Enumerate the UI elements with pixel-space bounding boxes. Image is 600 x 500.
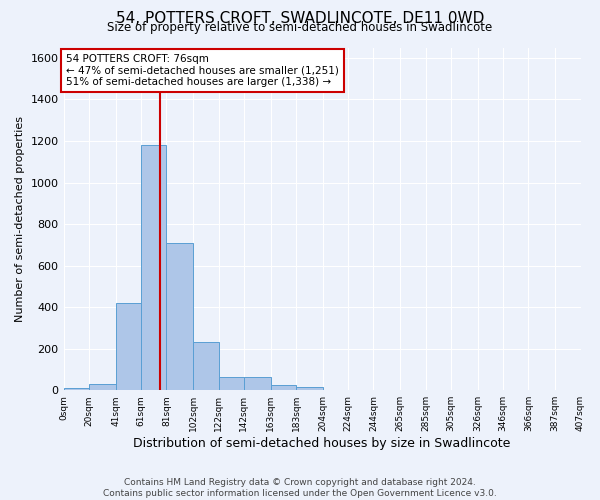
Text: 54 POTTERS CROFT: 76sqm
← 47% of semi-detached houses are smaller (1,251)
51% of: 54 POTTERS CROFT: 76sqm ← 47% of semi-de… [66, 54, 339, 87]
Text: 54, POTTERS CROFT, SWADLINCOTE, DE11 0WD: 54, POTTERS CROFT, SWADLINCOTE, DE11 0WD [116, 11, 484, 26]
Bar [296, 387, 323, 390]
X-axis label: Distribution of semi-detached houses by size in Swadlincote: Distribution of semi-detached houses by … [133, 437, 511, 450]
Bar [141, 145, 166, 390]
Bar [116, 303, 141, 390]
Bar [244, 376, 271, 390]
Text: Size of property relative to semi-detached houses in Swadlincote: Size of property relative to semi-detach… [107, 22, 493, 35]
Text: Contains HM Land Registry data © Crown copyright and database right 2024.
Contai: Contains HM Land Registry data © Crown c… [103, 478, 497, 498]
Bar [64, 388, 89, 390]
Bar [89, 384, 116, 390]
Y-axis label: Number of semi-detached properties: Number of semi-detached properties [15, 116, 25, 322]
Bar [218, 376, 244, 390]
Bar [193, 342, 218, 390]
Bar [271, 385, 296, 390]
Bar [166, 242, 193, 390]
